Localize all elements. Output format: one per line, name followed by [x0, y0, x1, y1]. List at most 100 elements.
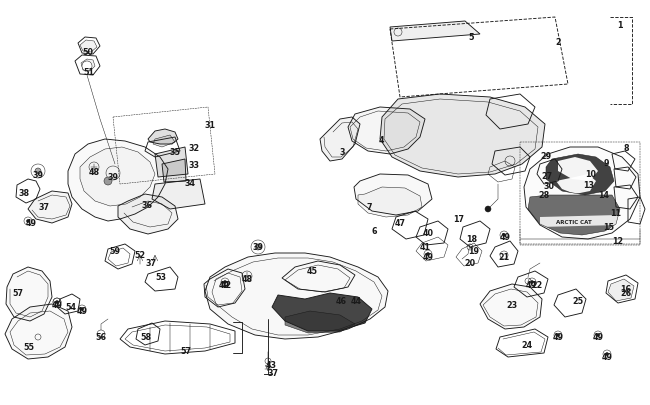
Polygon shape [285, 311, 355, 333]
Text: 23: 23 [506, 300, 517, 309]
Text: 16: 16 [621, 284, 632, 293]
Text: 6: 6 [371, 227, 377, 236]
Circle shape [426, 253, 430, 256]
Text: 32: 32 [188, 143, 200, 152]
Polygon shape [68, 140, 168, 222]
Text: 13: 13 [584, 180, 595, 189]
Text: 37: 37 [268, 369, 278, 377]
Polygon shape [320, 118, 360, 162]
Text: 7: 7 [366, 202, 372, 211]
Text: 56: 56 [96, 332, 107, 341]
Circle shape [502, 234, 506, 237]
Text: 11: 11 [610, 208, 621, 217]
Polygon shape [380, 95, 545, 177]
Text: 49: 49 [218, 280, 229, 289]
Text: 37: 37 [38, 203, 49, 212]
Text: 49: 49 [593, 333, 603, 342]
Text: 26: 26 [621, 289, 632, 298]
Text: 19: 19 [469, 247, 480, 256]
Text: 18: 18 [467, 235, 478, 244]
Polygon shape [546, 155, 614, 196]
Text: 46: 46 [335, 297, 346, 306]
Text: 10: 10 [586, 169, 597, 178]
Text: 35: 35 [170, 147, 181, 156]
Polygon shape [205, 254, 388, 339]
Polygon shape [5, 304, 72, 359]
Text: 54: 54 [66, 302, 77, 311]
Text: 39: 39 [32, 170, 44, 179]
Text: 33: 33 [188, 160, 200, 169]
Polygon shape [524, 148, 640, 239]
Circle shape [55, 301, 58, 304]
Text: 59: 59 [109, 247, 120, 256]
Circle shape [82, 62, 92, 72]
Circle shape [27, 220, 29, 223]
Text: 28: 28 [538, 191, 550, 200]
Polygon shape [528, 196, 620, 235]
Circle shape [606, 353, 608, 356]
Polygon shape [152, 179, 205, 209]
Text: 21: 21 [499, 253, 510, 262]
Polygon shape [80, 148, 155, 207]
Text: 52: 52 [135, 250, 146, 259]
Text: 49: 49 [25, 219, 36, 228]
Text: 49: 49 [51, 300, 62, 309]
Text: 1: 1 [618, 20, 623, 30]
Polygon shape [558, 158, 598, 181]
Polygon shape [540, 215, 618, 228]
Polygon shape [272, 293, 372, 331]
Text: 49: 49 [601, 352, 612, 360]
Polygon shape [118, 194, 178, 234]
Polygon shape [480, 284, 542, 329]
Circle shape [81, 308, 83, 311]
Text: 49: 49 [422, 252, 434, 261]
Text: 43: 43 [265, 360, 276, 369]
Text: 36: 36 [142, 200, 153, 209]
Polygon shape [556, 175, 596, 194]
Polygon shape [348, 108, 425, 155]
Polygon shape [148, 130, 178, 145]
Circle shape [224, 281, 226, 284]
Polygon shape [6, 267, 52, 321]
Text: 53: 53 [155, 273, 166, 282]
Text: 58: 58 [140, 333, 151, 342]
Circle shape [255, 244, 261, 250]
Text: 55: 55 [23, 343, 34, 352]
Text: 57: 57 [181, 345, 192, 355]
Text: 45: 45 [307, 267, 317, 276]
Polygon shape [81, 60, 95, 72]
Polygon shape [28, 192, 72, 224]
Text: ARCTIC CAT: ARCTIC CAT [556, 219, 592, 224]
Text: 3: 3 [339, 147, 344, 156]
Text: 24: 24 [521, 340, 532, 349]
Text: 30: 30 [543, 181, 554, 190]
Text: 27: 27 [541, 171, 552, 180]
Text: 48: 48 [241, 275, 253, 284]
Polygon shape [390, 22, 480, 42]
Text: 22: 22 [532, 280, 543, 289]
Text: 49: 49 [552, 333, 564, 342]
Text: 37: 37 [146, 258, 157, 267]
Text: 48: 48 [88, 167, 99, 176]
Text: 17: 17 [454, 215, 465, 224]
Circle shape [530, 281, 534, 284]
Text: 38: 38 [18, 188, 29, 197]
Text: 44: 44 [350, 297, 361, 306]
Text: 50: 50 [83, 47, 94, 56]
Text: 9: 9 [603, 158, 609, 167]
Text: 42: 42 [220, 280, 231, 289]
Text: 29: 29 [540, 151, 552, 160]
Text: 49: 49 [77, 307, 88, 316]
Text: 39: 39 [252, 243, 263, 252]
Text: 34: 34 [185, 178, 196, 187]
Text: 4: 4 [378, 135, 383, 144]
Text: 49: 49 [499, 233, 510, 242]
Text: 14: 14 [599, 191, 610, 200]
Text: 47: 47 [395, 219, 406, 228]
Polygon shape [162, 160, 186, 183]
Text: 8: 8 [623, 143, 629, 152]
Circle shape [35, 168, 41, 175]
Text: 2: 2 [555, 37, 561, 47]
Text: 12: 12 [612, 237, 623, 246]
Text: 51: 51 [83, 67, 94, 76]
